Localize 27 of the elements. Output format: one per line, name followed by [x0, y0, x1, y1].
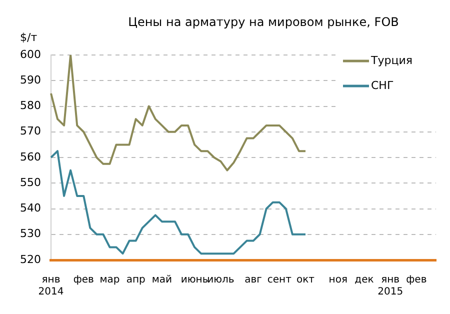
- y-tick-label: 600: [20, 48, 41, 61]
- x-tick-label: фев: [73, 274, 94, 286]
- x-tick-label: июнь: [180, 274, 208, 286]
- x-tick-label: май: [152, 274, 172, 286]
- y-tick-label: 590: [20, 73, 41, 86]
- y-tick-label: 580: [20, 99, 41, 112]
- x-tick-label: янв 2014: [38, 274, 64, 298]
- y-axis-title: $/т: [20, 31, 38, 44]
- x-tick-label: фев: [406, 274, 427, 286]
- x-tick-label: авг: [244, 274, 262, 286]
- x-tick-label: апр: [126, 274, 146, 286]
- y-tick-label: 550: [20, 176, 41, 189]
- y-tick-label: 570: [20, 124, 41, 138]
- legend-label: Турция: [370, 54, 412, 67]
- x-tick-label: сент: [267, 274, 292, 286]
- x-tick-label: мар: [100, 274, 120, 286]
- y-tick-label: 540: [20, 202, 41, 215]
- y-tick-label: 530: [20, 227, 41, 240]
- x-tick-label: янв 2015: [378, 274, 404, 298]
- chart-title: Цены на арматуру на мировом рынке, FOB: [128, 15, 399, 29]
- y-tick-label: 520: [20, 252, 41, 266]
- legend-label: СНГ: [371, 78, 394, 92]
- x-tick-label: июль: [207, 274, 234, 286]
- x-tick-label: ноя: [328, 274, 348, 286]
- y-tick-label: 560: [20, 150, 41, 164]
- x-tick-label: дек: [354, 274, 374, 286]
- x-tick-label: окт: [296, 274, 315, 286]
